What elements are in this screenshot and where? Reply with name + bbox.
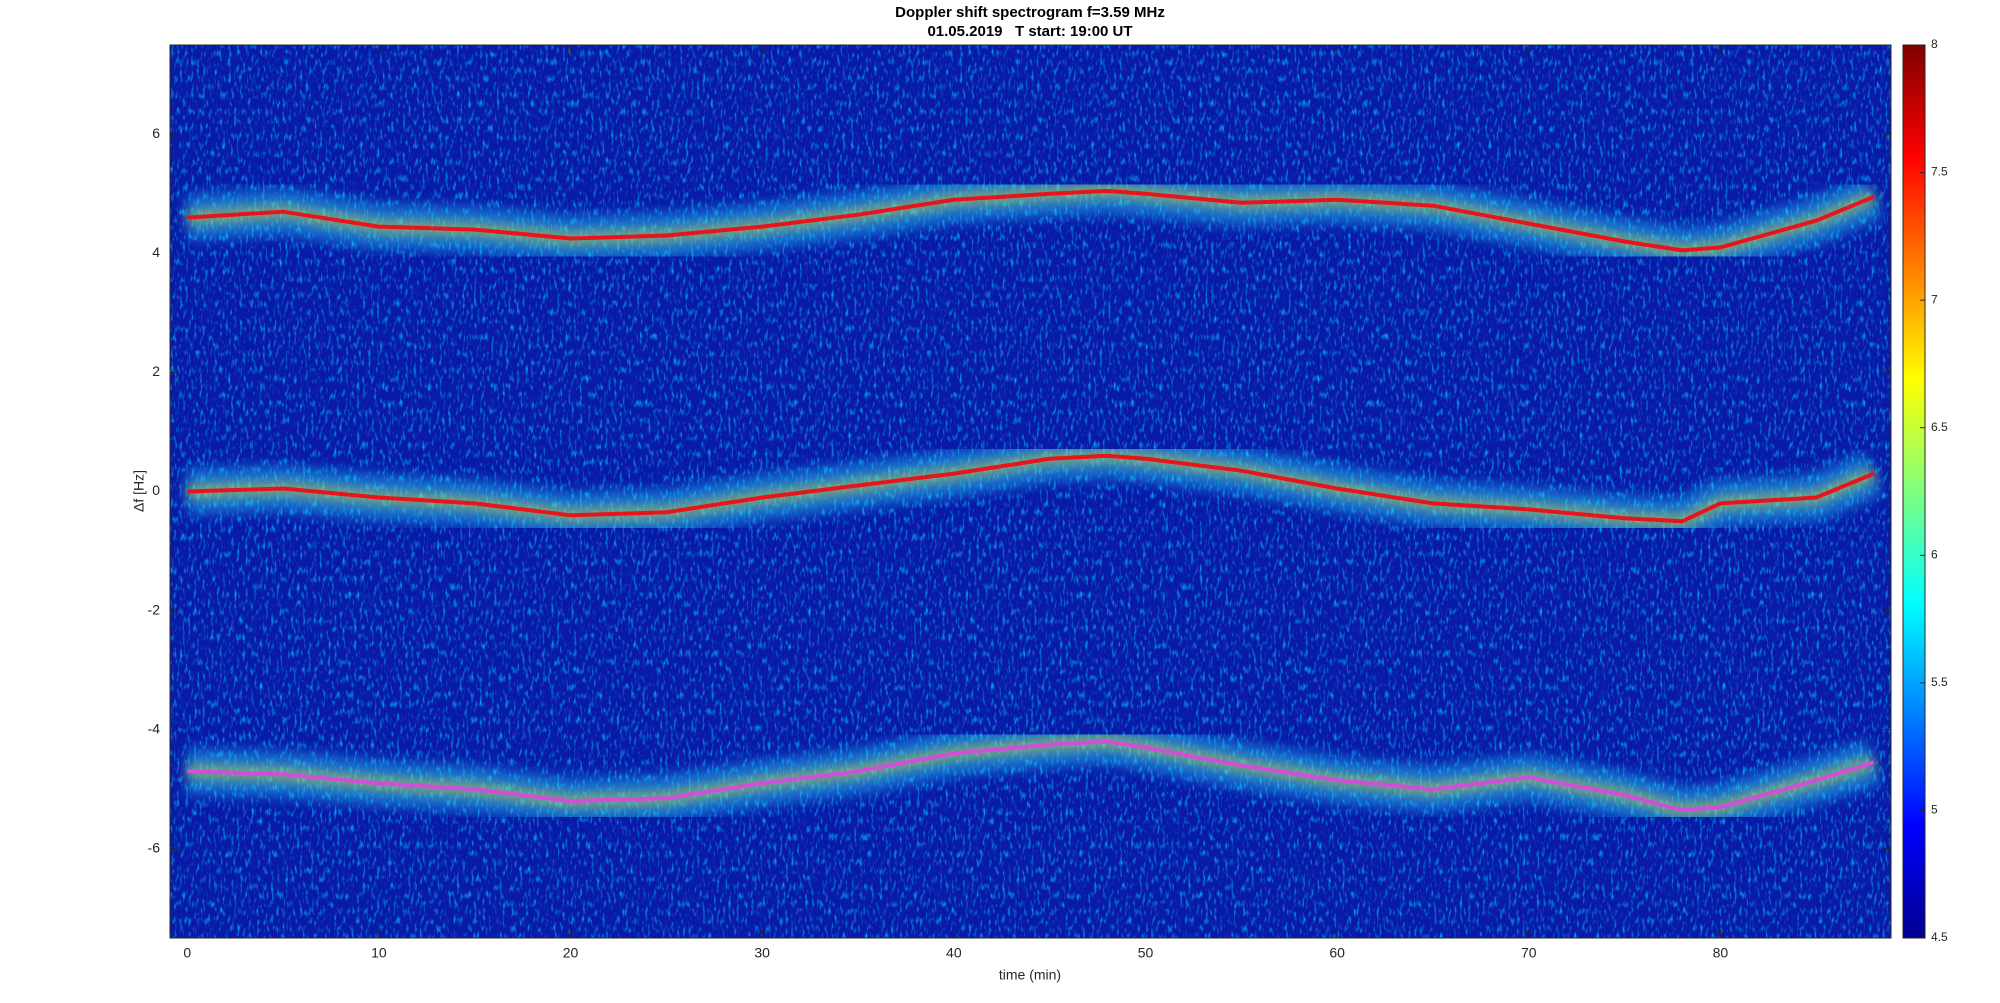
x-tick-label: 80	[1713, 945, 1729, 961]
x-tick-label: 0	[183, 945, 191, 961]
x-tick-label: 20	[563, 945, 579, 961]
colorbar-tick-label: 6	[1931, 547, 1938, 561]
colorbar-tick-label: 5.5	[1931, 675, 1948, 689]
y-tick-label: -6	[148, 839, 161, 855]
x-tick-label: 30	[754, 945, 770, 961]
trace-line	[187, 453, 1875, 524]
y-tick-label: -4	[148, 720, 161, 736]
colorbar-tick-label: 7.5	[1931, 165, 1948, 179]
colorbar-tick-label: 6.5	[1931, 420, 1948, 434]
y-tick-label: 2	[152, 363, 160, 379]
traces	[185, 167, 1883, 834]
y-tick-label: 4	[152, 244, 160, 260]
colorbar-tick-label: 5	[1931, 803, 1938, 817]
y-tick-label: 6	[152, 125, 160, 141]
trace-line	[187, 188, 1875, 253]
colorbar-tick-label: 4.5	[1931, 930, 1948, 944]
y-axis-label: Δf [Hz]	[131, 470, 147, 512]
y-tick-label: -2	[148, 601, 161, 617]
x-tick-label: 10	[371, 945, 387, 961]
x-axis-label: time (min)	[999, 967, 1061, 983]
chart-subtitle: 01.05.2019 T start: 19:00 UT	[927, 23, 1132, 40]
trace-line	[187, 739, 1875, 813]
colorbar-tick-label: 8	[1931, 37, 1938, 51]
x-tick-label: 40	[946, 945, 962, 961]
x-tick-label: 50	[1138, 945, 1154, 961]
x-tick-label: 60	[1329, 945, 1345, 961]
colorbar	[1902, 44, 1926, 939]
chart-title: Doppler shift spectrogram f=3.59 MHz	[895, 4, 1165, 21]
colorbar-tick-label: 7	[1931, 292, 1938, 306]
x-tick-label: 70	[1521, 945, 1537, 961]
y-tick-label: 0	[152, 482, 160, 498]
